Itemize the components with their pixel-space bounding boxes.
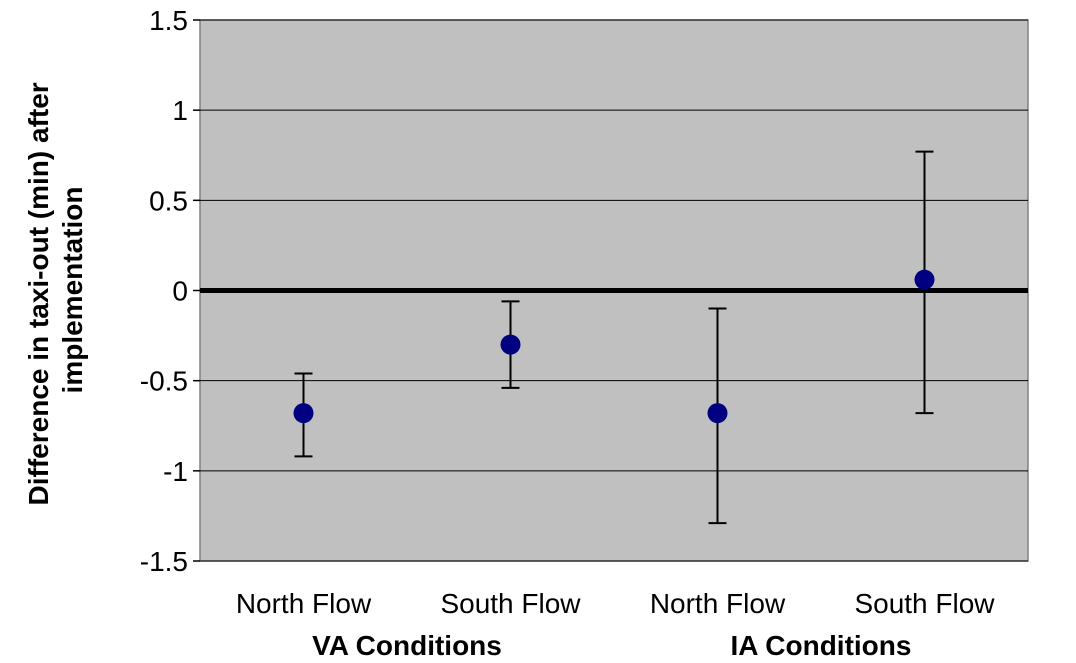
gridlines (200, 19, 1028, 562)
y-tick-label: 1 (172, 95, 188, 126)
y-axis-label-line-1: Difference in taxi-out (min) after (23, 82, 54, 505)
x-tick-label: North Flow (236, 588, 372, 619)
y-tick-label: -1 (163, 456, 188, 487)
y-tick-label: -0.5 (140, 366, 188, 397)
group-label: IA Conditions (731, 630, 912, 661)
y-tick-labels: -1.5 -1 -0.5 0 0.5 1 1.5 (140, 5, 200, 577)
x-tick-label: North Flow (650, 588, 786, 619)
data-point (293, 403, 314, 424)
data-point (914, 269, 935, 290)
y-tick-label: 0 (172, 276, 188, 307)
data-point (500, 334, 521, 355)
group-labels: VA Conditions IA Conditions (312, 630, 911, 661)
y-axis-label: Difference in taxi-out (min) after imple… (23, 75, 88, 506)
x-tick-label: South Flow (854, 588, 995, 619)
group-label: VA Conditions (312, 630, 502, 661)
data-points (293, 269, 935, 424)
x-tick-labels: North Flow South Flow North Flow South Flow (236, 588, 995, 619)
y-tick-label: 0.5 (149, 185, 188, 216)
data-point (707, 403, 728, 424)
x-tick-label: South Flow (440, 588, 581, 619)
y-tick-label: 1.5 (149, 5, 188, 36)
y-axis-label-line-2: implementation (57, 187, 88, 394)
y-tick-label: -1.5 (140, 546, 188, 577)
